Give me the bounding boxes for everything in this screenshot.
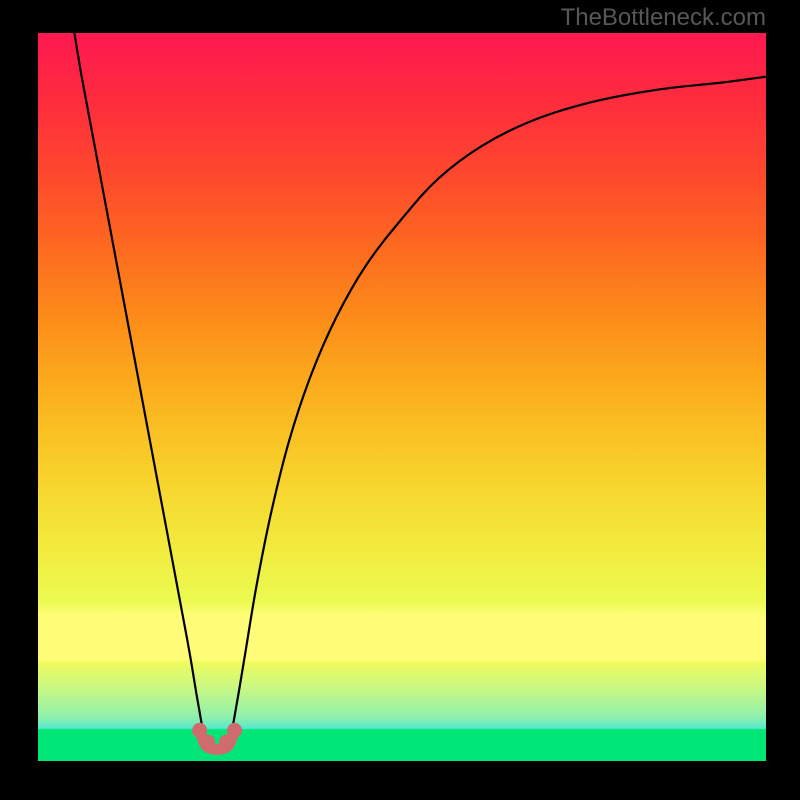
bottom-dot — [200, 735, 215, 750]
chart-plot — [38, 33, 766, 761]
watermark-text: TheBottleneck.com — [561, 4, 766, 32]
gradient-background — [38, 33, 766, 761]
bottom-dot — [227, 723, 242, 738]
